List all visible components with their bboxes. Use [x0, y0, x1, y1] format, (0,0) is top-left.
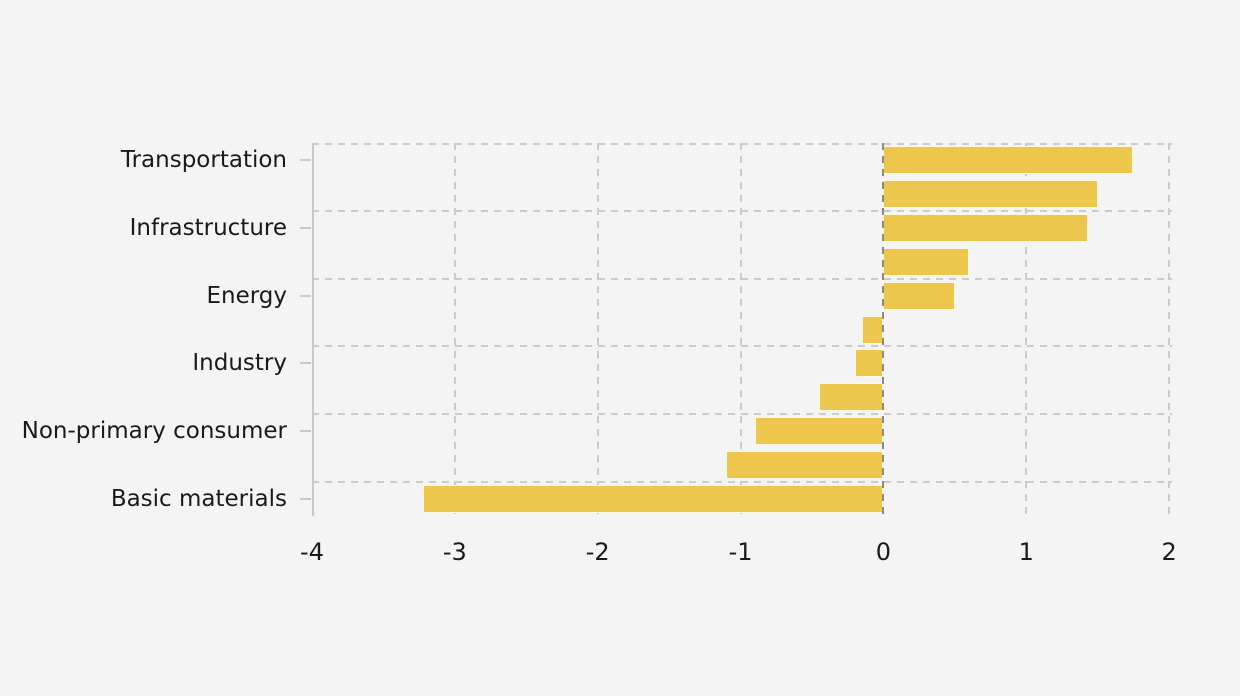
y-tick-mark	[300, 294, 311, 297]
bar	[854, 349, 884, 378]
vertical-gridline	[596, 143, 599, 516]
x-tick-label: 1	[1018, 538, 1034, 566]
x-tick-label: 2	[1161, 538, 1177, 566]
horizontal-gridline	[312, 143, 1172, 145]
horizontal-gridline	[312, 413, 1172, 416]
y-tick-label: Basic materials	[110, 486, 287, 513]
bar	[819, 383, 884, 412]
bar	[883, 247, 970, 276]
x-tick-label: -1	[728, 538, 753, 566]
y-tick-mark	[300, 158, 311, 161]
plot-area	[312, 143, 1172, 516]
left-spine	[312, 143, 314, 516]
y-tick-mark	[300, 226, 311, 229]
horizontal-gridline	[312, 209, 1172, 212]
y-tick-label: Industry	[192, 350, 287, 377]
bar	[423, 485, 884, 514]
bar	[754, 417, 884, 446]
gridline-layer	[312, 143, 1172, 516]
bar	[862, 315, 884, 344]
vertical-gridline	[739, 143, 742, 516]
x-tick-label: 0	[875, 538, 892, 566]
y-tick-label: Energy	[206, 282, 287, 309]
bar	[883, 281, 955, 310]
zero-line	[882, 143, 885, 516]
x-tick-label: -3	[442, 538, 467, 566]
bar	[883, 145, 1134, 174]
vertical-gridline	[1025, 143, 1028, 516]
y-tick-label: Non-primary consumer	[21, 418, 287, 445]
bar	[883, 213, 1088, 242]
y-tick-mark	[300, 430, 311, 433]
horizontal-gridline	[312, 345, 1172, 348]
zero-line-layer	[312, 143, 1172, 516]
bar	[883, 179, 1098, 208]
horizontal-gridline	[312, 481, 1172, 484]
bars-layer	[312, 143, 1172, 516]
x-tick-label: -2	[585, 538, 610, 566]
y-tick-mark	[300, 498, 311, 501]
y-tick-mark	[300, 362, 311, 365]
horizontal-gridline	[312, 277, 1172, 280]
y-tick-label: Infrastructure	[129, 214, 287, 241]
bar	[726, 451, 884, 480]
x-tick-label: -4	[300, 538, 324, 566]
y-tick-label: Transportation	[120, 146, 287, 173]
vertical-gridline	[1168, 143, 1171, 516]
vertical-gridline	[453, 143, 456, 516]
